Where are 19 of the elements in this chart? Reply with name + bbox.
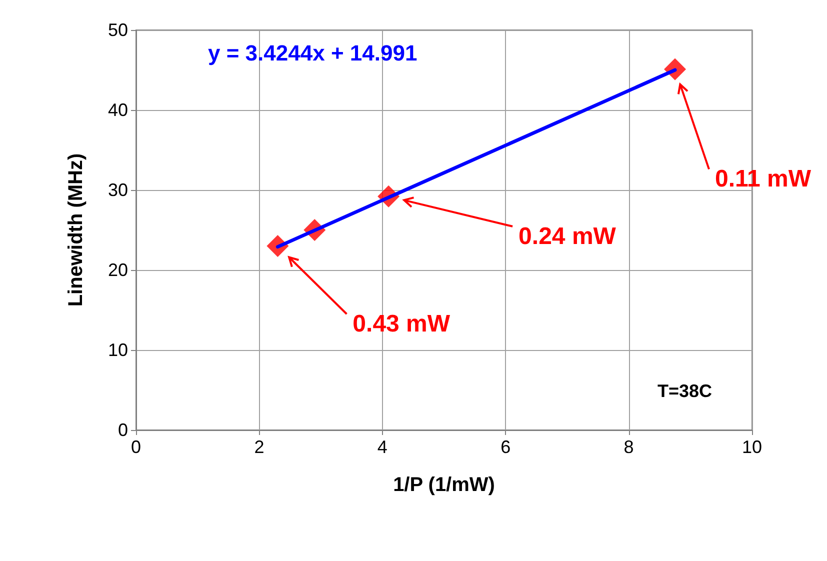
annotation: 0.24 mW (518, 222, 616, 250)
y-tick-label: 10 (108, 340, 128, 360)
y-tick-label: 0 (118, 420, 128, 440)
text: y = 3.4244x + 14.991 (208, 40, 418, 66)
annotation: 0.43 mW (352, 310, 450, 338)
x-tick-label: 4 (377, 437, 388, 457)
y-tick-label: 40 (108, 100, 128, 120)
y-tick-label: 20 (108, 260, 128, 280)
x-tick-label: 6 (500, 437, 511, 457)
x-tick-label: 10 (742, 437, 762, 457)
x-tick-label: 2 (254, 437, 264, 457)
y-tick-label: 30 (108, 180, 128, 200)
y-axis-title: Linewidth (MHz) (65, 153, 87, 307)
x-axis-title: 1/P (1/mW) (393, 474, 495, 496)
x-tick-label: 0 (130, 437, 142, 457)
annotation: T=38C (657, 381, 712, 401)
x-tick-label: 8 (624, 437, 634, 457)
y-tick-label: 50 (108, 20, 128, 40)
annotation: 0.11 mW (715, 166, 812, 193)
